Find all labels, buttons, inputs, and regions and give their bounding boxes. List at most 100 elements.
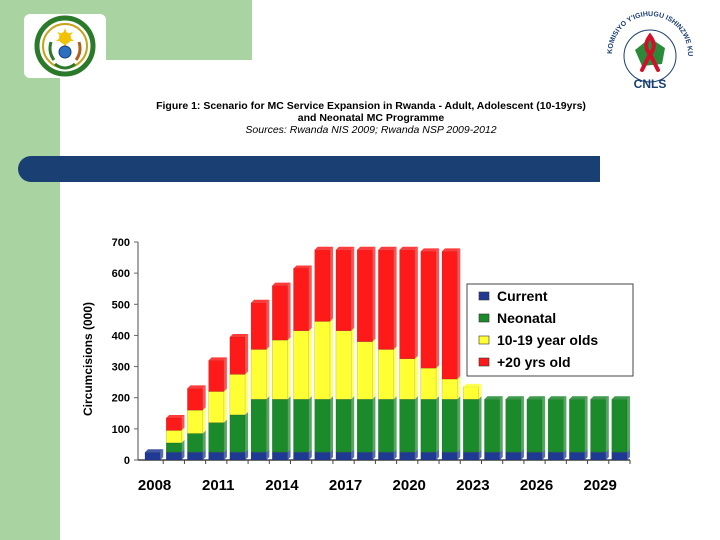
y-tick-label: 200 xyxy=(112,393,130,405)
stacked-bar-chart: 0 100 200 300 400 500 600 700 Circumcisions (000… xyxy=(81,237,634,494)
bar-side xyxy=(287,449,291,460)
figure-title-line1: Figure 1: Scenario for MC Service Expans… xyxy=(156,100,586,112)
bar-side xyxy=(393,396,397,453)
bar-segment xyxy=(293,268,310,332)
bar-side xyxy=(457,449,461,460)
bar-segment xyxy=(293,451,310,461)
bar-side xyxy=(627,396,631,453)
bar-side xyxy=(181,427,185,443)
bar-side xyxy=(245,449,249,460)
bar-side xyxy=(223,388,227,423)
bar-top xyxy=(569,396,588,400)
bar-side xyxy=(584,396,588,453)
bar-side xyxy=(308,449,312,460)
bar-side xyxy=(245,371,249,415)
bar-segment xyxy=(165,430,182,444)
bar-segment xyxy=(378,451,394,461)
legend-swatch xyxy=(478,335,490,345)
bar-segment xyxy=(272,339,288,400)
bar-top xyxy=(335,246,355,250)
bar-segment xyxy=(250,399,267,453)
bar-side xyxy=(627,449,631,460)
bar-side xyxy=(308,327,312,400)
bar-top xyxy=(378,246,397,250)
cnls-abbr: CNLS xyxy=(634,77,667,91)
bar-top xyxy=(463,383,482,387)
legend-swatch xyxy=(478,357,490,367)
bar-segment xyxy=(462,399,479,453)
y-tick-label: 0 xyxy=(124,455,130,467)
bar-segment xyxy=(356,451,373,461)
bar-segment xyxy=(165,417,182,431)
bar-side xyxy=(414,396,418,453)
bar-segment xyxy=(165,442,182,453)
figure-title-line2: and Neonatal MC Programme xyxy=(297,112,445,124)
bar-side xyxy=(457,376,461,400)
bar-side xyxy=(245,333,249,375)
bar-side xyxy=(605,396,609,453)
bar-segment xyxy=(208,360,225,392)
bar-segment xyxy=(399,358,416,400)
bar-side xyxy=(478,383,482,400)
bar-top xyxy=(208,357,227,361)
bar-segment xyxy=(378,349,394,400)
bar-side xyxy=(605,449,609,460)
bar-side xyxy=(223,357,227,392)
bar-side xyxy=(351,449,355,460)
bar-segment xyxy=(293,330,310,400)
bar-side xyxy=(499,396,503,453)
bar-segment xyxy=(484,399,500,453)
bar-segment xyxy=(187,451,203,461)
bar-side xyxy=(351,327,355,400)
x-tick-label: 2011 xyxy=(202,477,235,494)
coat-of-arms-icon xyxy=(34,15,96,77)
bar-side xyxy=(181,449,185,460)
rwanda-coat-of-arms-logo xyxy=(24,14,106,78)
bar-top xyxy=(314,246,333,250)
bar-segment xyxy=(250,451,267,461)
bar-side xyxy=(393,449,397,460)
bar-segment xyxy=(335,249,352,332)
bar-side xyxy=(372,396,376,453)
bar-top xyxy=(484,396,503,400)
bar-segment xyxy=(441,378,458,400)
bar-segment xyxy=(547,451,564,461)
bar-top xyxy=(187,385,206,389)
x-tick-label: 2008 xyxy=(138,477,171,494)
bar-side xyxy=(308,265,312,331)
bar-side xyxy=(584,449,588,460)
bar-top xyxy=(442,248,461,252)
bar-segment xyxy=(250,302,267,350)
bar-segment xyxy=(356,341,373,400)
bar-segment xyxy=(208,451,225,461)
bar-side xyxy=(266,396,270,453)
bar-side xyxy=(414,449,418,460)
bar-top xyxy=(611,396,631,400)
bar-segment xyxy=(505,451,522,461)
bar-segment xyxy=(399,249,416,360)
bar-side xyxy=(436,248,440,369)
bar-top xyxy=(505,396,524,400)
bar-side xyxy=(245,411,249,453)
bar-top xyxy=(548,396,567,400)
bar-side xyxy=(478,396,482,453)
bar-segment xyxy=(378,399,394,453)
bar-side xyxy=(223,419,227,453)
bar-segment xyxy=(229,374,246,416)
bar-side xyxy=(393,346,397,400)
y-tick-label: 400 xyxy=(112,330,130,342)
bar-segment xyxy=(611,399,628,453)
bar-top xyxy=(357,246,376,250)
x-tick-label: 2029 xyxy=(583,477,616,494)
bar-segment xyxy=(420,251,437,369)
bar-segment xyxy=(356,399,373,453)
bar-segment xyxy=(526,399,543,453)
bar-side xyxy=(563,396,567,453)
bar-side xyxy=(351,396,355,453)
bar-segment xyxy=(272,285,288,341)
bar-side xyxy=(563,449,567,460)
bar-segment xyxy=(250,349,267,400)
bar-segment xyxy=(569,399,585,453)
bar-side xyxy=(287,282,291,341)
bar-segment xyxy=(314,399,331,453)
